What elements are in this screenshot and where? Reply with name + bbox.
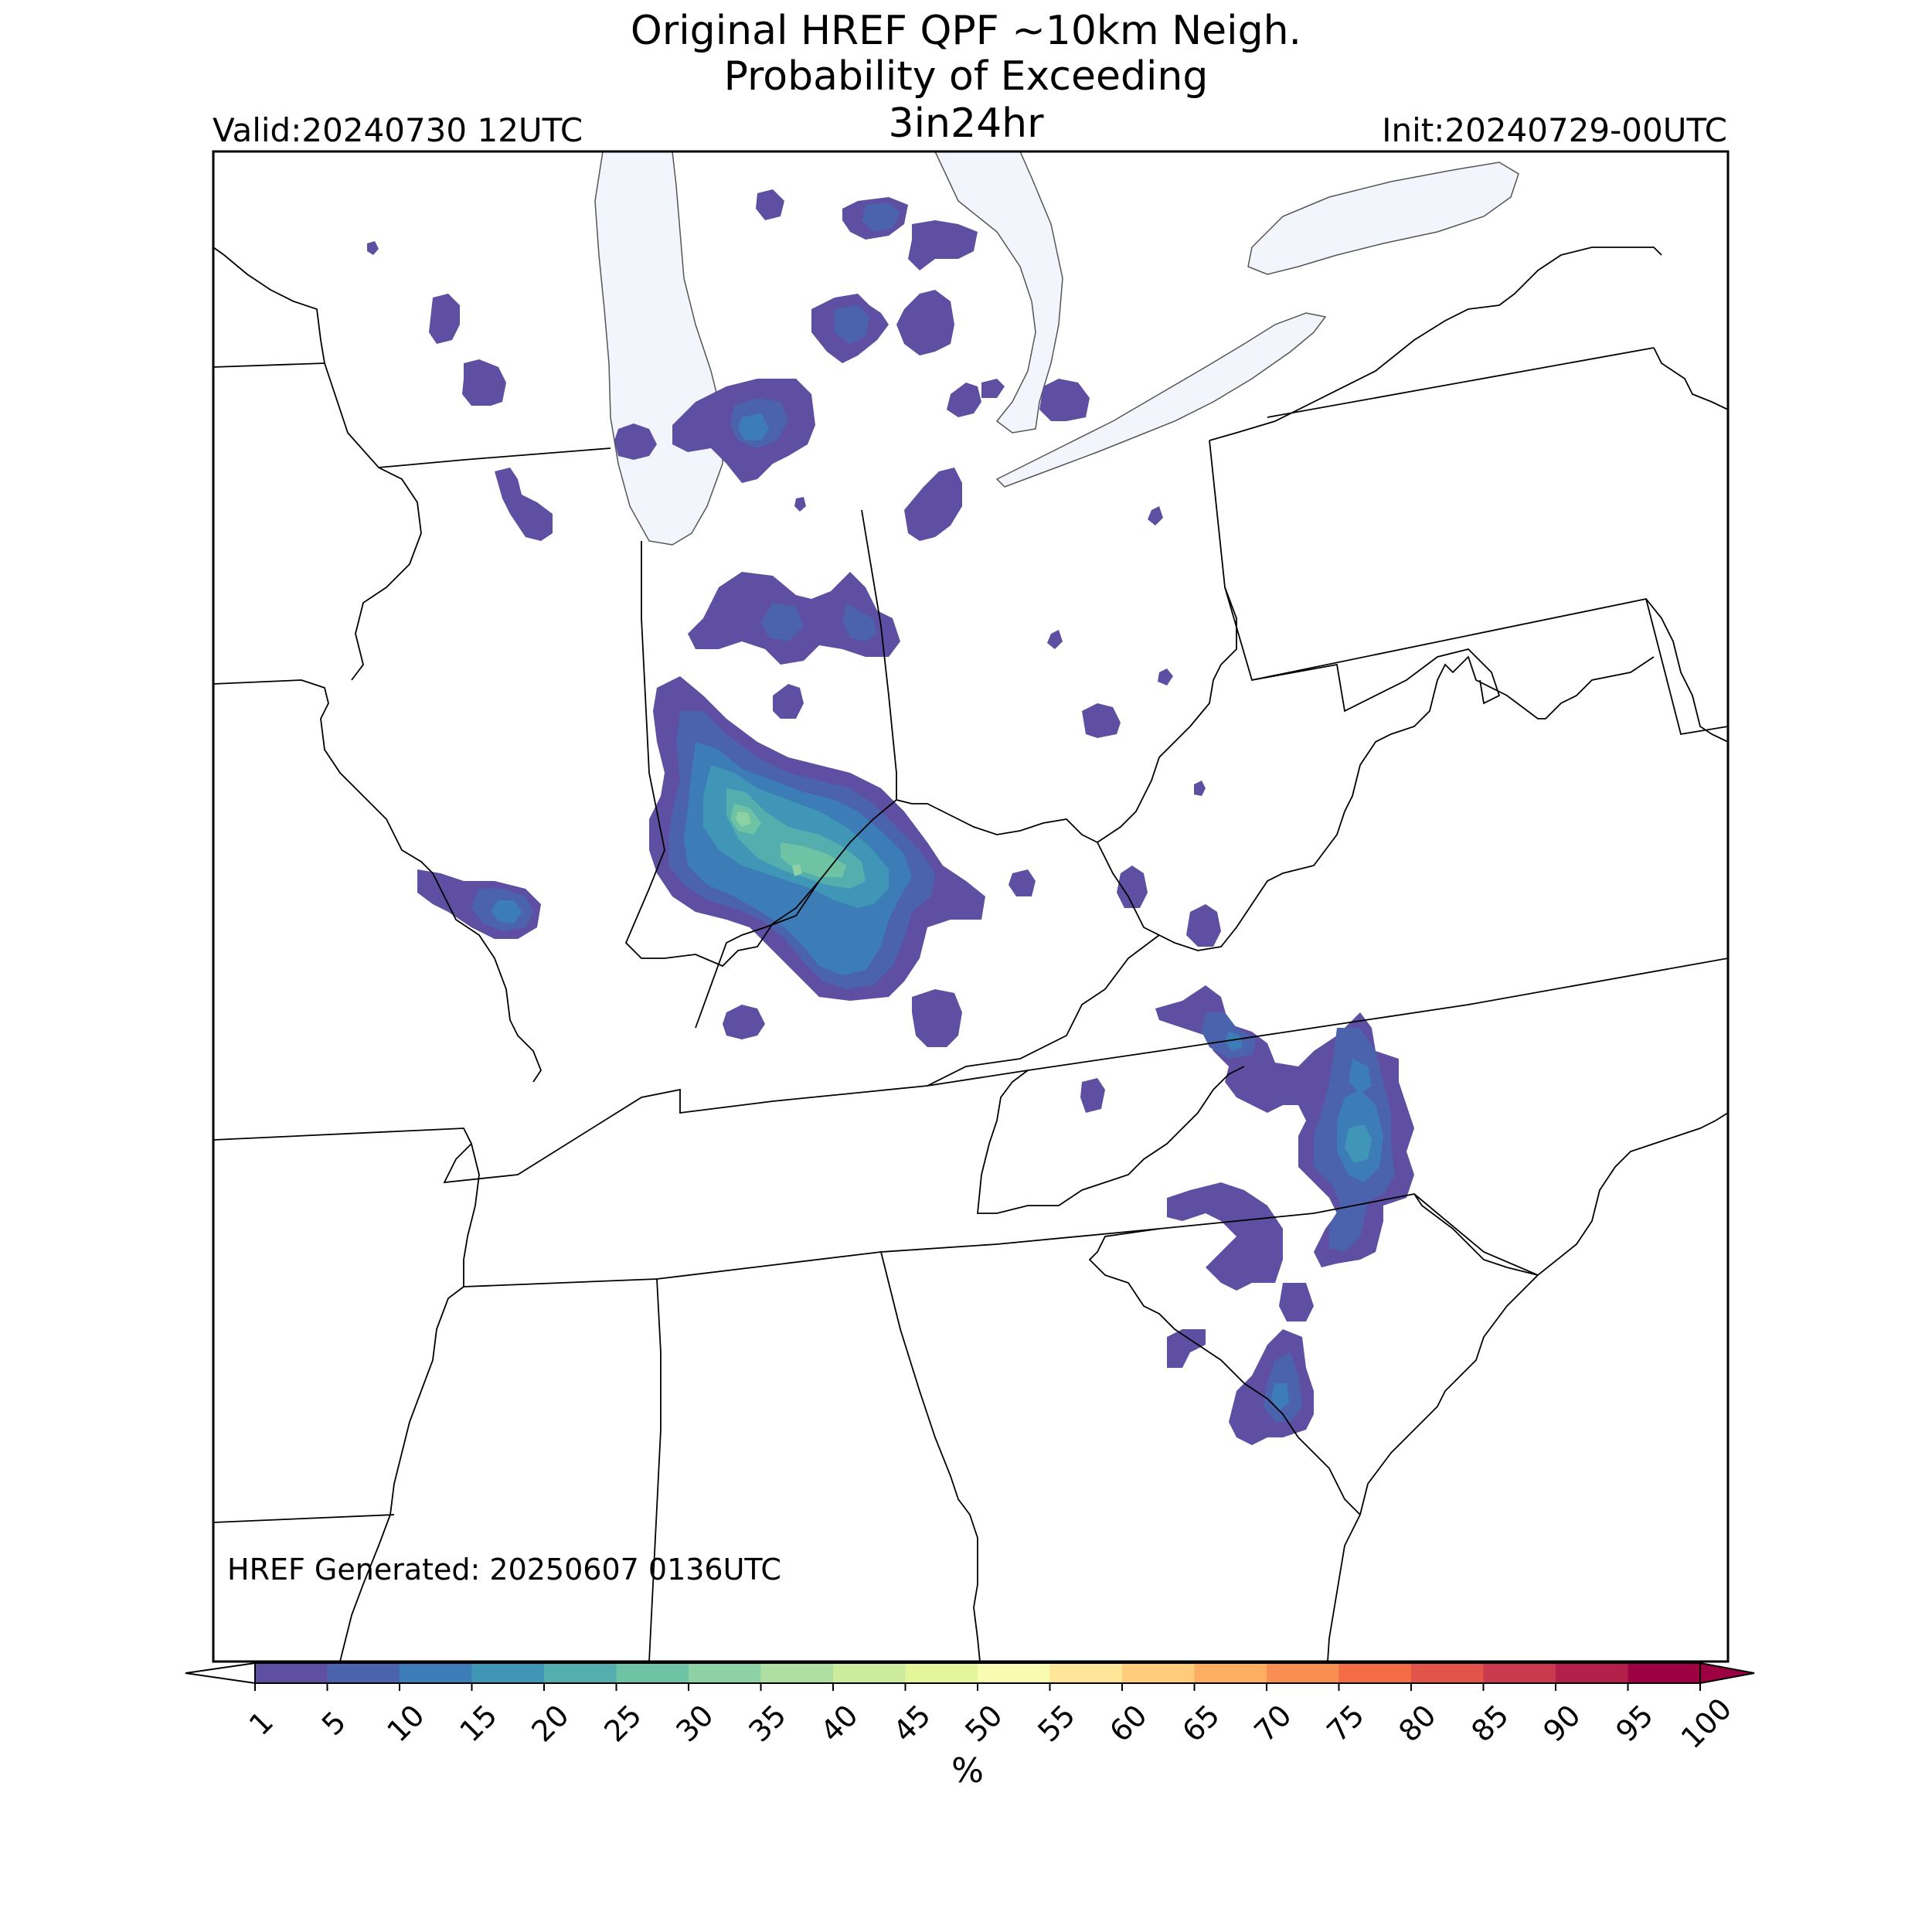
colorbar-segment [1483, 1663, 1556, 1683]
colorbar [185, 1662, 1755, 1691]
probability-field [367, 189, 1414, 1445]
colorbar-segment [1267, 1663, 1339, 1683]
colorbar-segment [1049, 1663, 1123, 1683]
colorbar-segment [616, 1663, 689, 1683]
init-time-label: Init:20240729-00UTC [1382, 111, 1727, 149]
colorbar-segment [978, 1663, 1050, 1683]
colorbar-over-extend [1699, 1662, 1755, 1685]
colorbar-segment [1628, 1663, 1701, 1683]
colorbar-segment [1411, 1663, 1484, 1683]
colorbar-segment [544, 1663, 617, 1683]
colorbar-unit-label: % [951, 1751, 984, 1791]
colorbar-segment [905, 1663, 978, 1683]
colorbar-segment [833, 1663, 906, 1683]
colorbar-segment [1338, 1663, 1412, 1683]
colorbar-segment [1194, 1663, 1267, 1683]
colorbar-segment [327, 1663, 400, 1683]
colorbar-segment [689, 1663, 761, 1683]
colorbar-segment [471, 1663, 545, 1683]
chart-title-line-3: 3in24hr [888, 100, 1044, 147]
lake-ontario [1247, 162, 1519, 275]
great-lakes [594, 151, 1519, 546]
colorbar-segment [400, 1663, 472, 1683]
state-borders [213, 247, 1728, 1662]
lake-huron [934, 151, 1063, 434]
colorbar-segment [255, 1663, 328, 1683]
colorbar-segment [760, 1663, 834, 1683]
map-area [213, 151, 1728, 1662]
chart-title-line-2: Probability of Exceeding [723, 53, 1209, 100]
colorbar-under-extend [185, 1662, 256, 1685]
valid-time-label: Valid:20240730 12UTC [213, 111, 583, 149]
chart-title-line-1: Original HREF QPF ~10km Neigh. [630, 8, 1302, 54]
colorbar-segment [1556, 1663, 1628, 1683]
lake-erie [995, 312, 1327, 488]
lake-michigan [594, 151, 723, 546]
colorbar-segment [1122, 1663, 1195, 1683]
map-frame [212, 150, 1730, 1663]
generated-time-label: HREF Generated: 20250607 0136UTC [227, 1553, 781, 1587]
